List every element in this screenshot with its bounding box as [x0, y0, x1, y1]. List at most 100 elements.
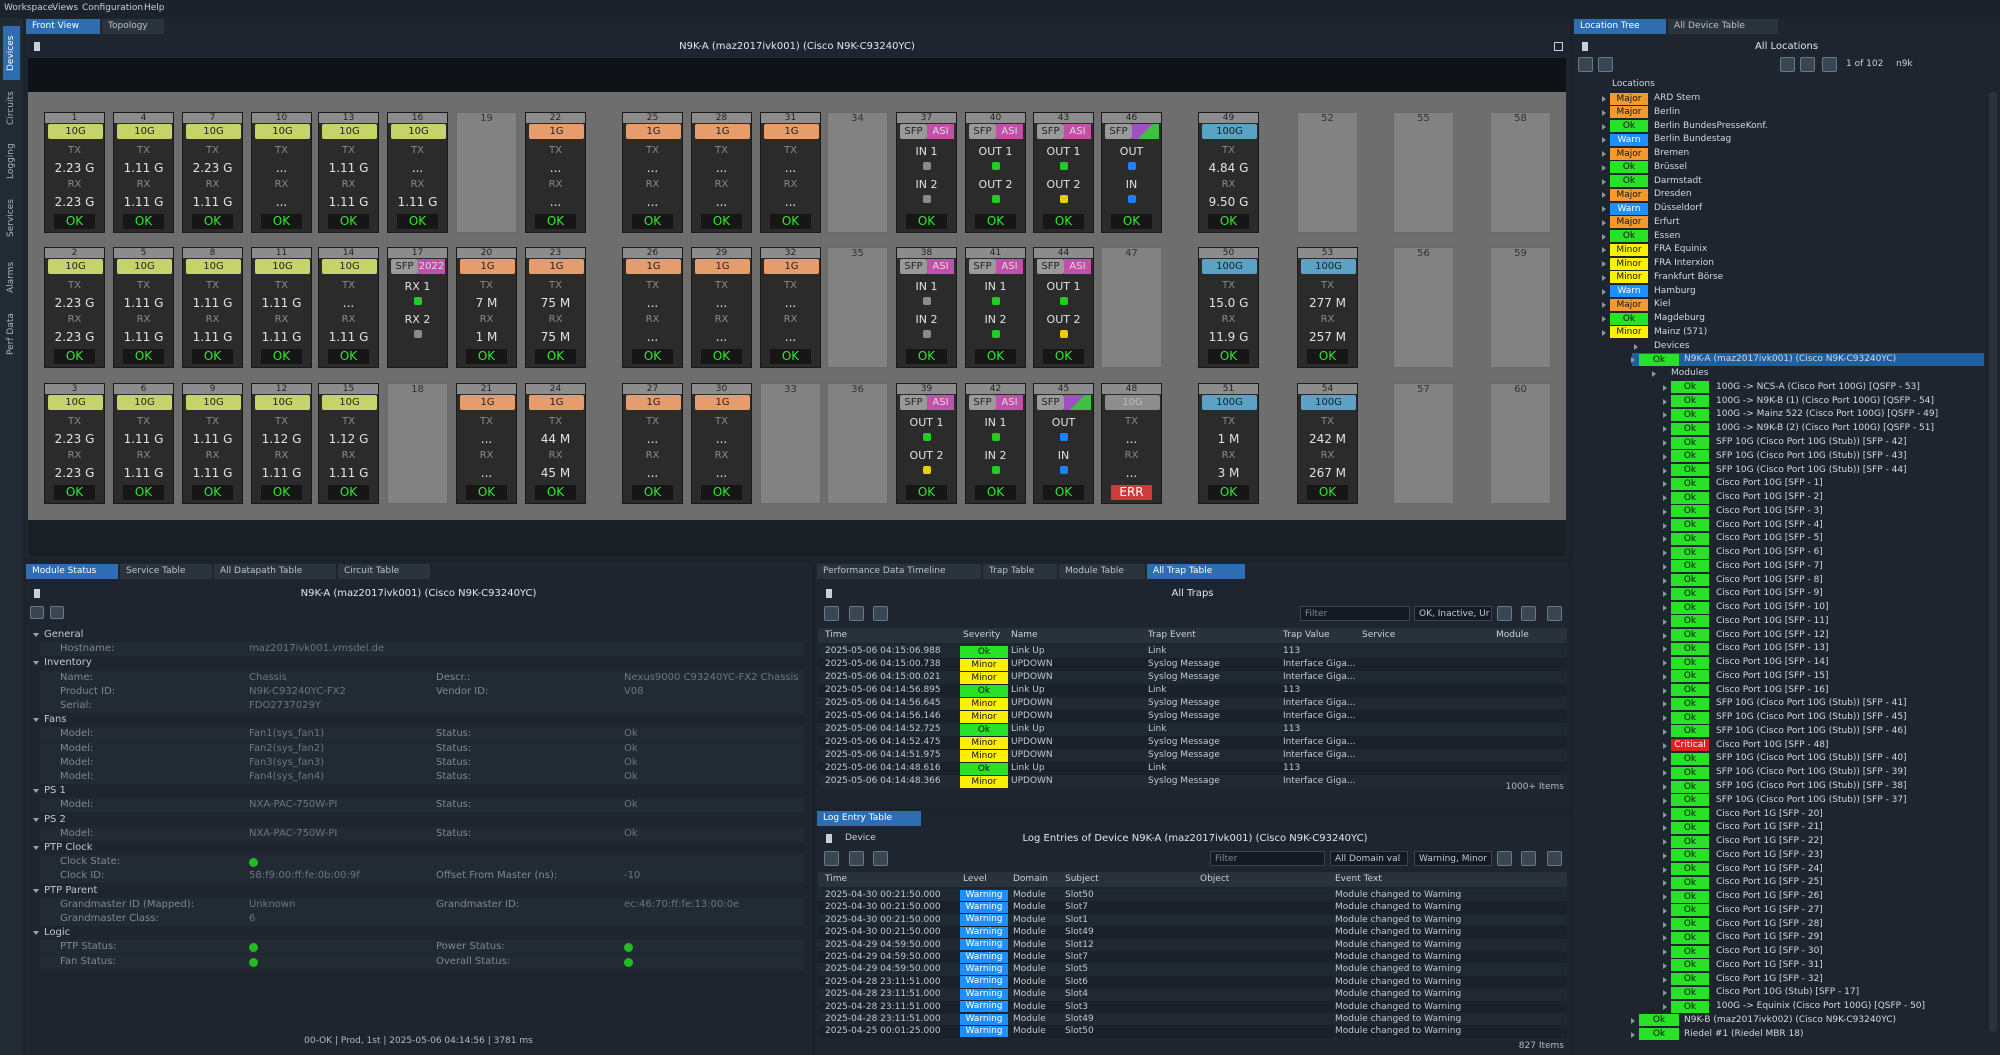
tab[interactable]: Trap Table — [983, 564, 1057, 579]
tree-label[interactable]: Cisco Port 1G [SFP - 22] — [1716, 836, 1823, 847]
column-header[interactable]: Object — [1200, 874, 1230, 884]
status-badge[interactable]: Major — [1610, 147, 1648, 160]
tree-label[interactable]: Cisco Port 10G [SFP - 48] — [1716, 739, 1829, 750]
tree-label[interactable]: N9K-A (maz2017ivk001) (Cisco N9K-C93240Y… — [1684, 354, 1897, 365]
status-badge[interactable]: Ok — [1671, 973, 1709, 986]
tree-label[interactable]: Cisco Port 10G [SFP - 14] — [1716, 657, 1829, 668]
toolbar-button[interactable] — [1598, 57, 1613, 72]
filter-input[interactable]: Filter — [1210, 851, 1325, 866]
status-badge[interactable]: Ok — [1671, 629, 1709, 642]
tree-label[interactable]: Cisco Port 1G [SFP - 27] — [1716, 904, 1823, 915]
tree-label[interactable]: Magdeburg — [1654, 313, 1705, 324]
tree-label[interactable]: SFP 10G (Cisco Port 10G (Stub)) [SFP - 3… — [1716, 767, 1907, 778]
severity-dropdown[interactable]: OK, Inactive, Ur — [1414, 606, 1492, 621]
tree-label[interactable]: Cisco Port 1G [SFP - 24] — [1716, 863, 1823, 874]
tab[interactable]: Module Table — [1059, 564, 1145, 579]
toolbar-button[interactable] — [1780, 57, 1795, 72]
column-header[interactable]: Time — [825, 874, 848, 884]
status-badge[interactable]: Warn — [1610, 133, 1648, 146]
status-badge[interactable]: Major — [1610, 106, 1648, 119]
tree-label[interactable]: 100G -> Mainz 522 (Cisco Port 100G) [QSF… — [1716, 409, 1939, 420]
status-badge[interactable]: Ok — [1639, 353, 1679, 366]
tree-label[interactable]: SFP 10G (Cisco Port 10G (Stub)) [SFP - 4… — [1716, 698, 1907, 709]
status-badge[interactable]: Ok — [1671, 849, 1709, 862]
tree-label[interactable]: Cisco Port 10G (Stub) [SFP - 17] — [1716, 987, 1860, 998]
tree-label[interactable]: Cisco Port 10G [SFP - 10] — [1716, 602, 1829, 613]
tree-label[interactable]: Cisco Port 10G [SFP - 16] — [1716, 684, 1829, 695]
sidebar-tab[interactable]: Perf Data — [6, 313, 16, 355]
filter-input[interactable]: Filter — [1300, 606, 1410, 621]
tab[interactable]: All Datapath Table — [214, 564, 336, 579]
tab[interactable]: Performance Data Timeline — [817, 564, 981, 579]
status-badge[interactable]: Ok — [1671, 890, 1709, 903]
status-badge[interactable]: Ok — [1671, 656, 1709, 669]
column-header[interactable]: Time — [825, 630, 848, 640]
status-badge[interactable]: Ok — [1671, 752, 1709, 765]
tree-label[interactable]: Modules — [1671, 368, 1709, 379]
sidebar-tab[interactable]: Alarms — [6, 261, 16, 293]
toolbar-button[interactable] — [1521, 606, 1536, 621]
status-badge[interactable]: Major — [1610, 92, 1648, 105]
tree-label[interactable]: Berlin Bundestag — [1654, 134, 1732, 145]
column-header[interactable]: Level — [963, 874, 987, 884]
tab[interactable]: Topology — [102, 19, 164, 34]
status-badge[interactable]: Warn — [1610, 285, 1648, 298]
sidebar-tab[interactable]: Circuits — [6, 91, 16, 125]
status-badge[interactable]: Ok — [1671, 450, 1709, 463]
status-badge[interactable]: Ok — [1671, 821, 1709, 834]
tab[interactable]: All Device Table — [1668, 19, 1778, 34]
tree-label[interactable]: Cisco Port 1G [SFP - 29] — [1716, 932, 1823, 943]
column-header[interactable]: Severity — [963, 630, 1001, 640]
sidebar-tab[interactable]: Logging — [6, 143, 16, 179]
status-badge[interactable]: Ok — [1671, 615, 1709, 628]
status-badge[interactable]: Ok — [1671, 794, 1709, 807]
toolbar-button[interactable] — [1578, 57, 1593, 72]
tree-label[interactable]: Cisco Port 10G [SFP - 15] — [1716, 670, 1829, 681]
tree-label[interactable]: 100G -> N9K-B (2) (Cisco Port 100G) [QSF… — [1716, 423, 1935, 434]
tree-label[interactable]: Cisco Port 10G [SFP - 2] — [1716, 492, 1823, 503]
status-badge[interactable]: Warn — [1610, 202, 1648, 215]
column-header[interactable]: Domain — [1013, 874, 1048, 884]
tree-label[interactable]: Cisco Port 1G [SFP - 28] — [1716, 918, 1823, 929]
tree-label[interactable]: Cisco Port 10G [SFP - 13] — [1716, 643, 1829, 654]
status-badge[interactable]: Ok — [1671, 574, 1709, 587]
toolbar-button[interactable] — [1547, 606, 1562, 621]
tree-label[interactable]: SFP 10G (Cisco Port 10G (Stub)) [SFP - 3… — [1716, 781, 1907, 791]
toolbar-button[interactable] — [1521, 851, 1536, 866]
status-badge[interactable]: Critical — [1671, 739, 1709, 752]
device-toggle[interactable]: Device — [845, 833, 876, 843]
status-badge[interactable]: Ok — [1671, 725, 1709, 738]
tree-label[interactable]: Cisco Port 1G [SFP - 31] — [1716, 959, 1823, 970]
status-badge[interactable]: Major — [1610, 188, 1648, 201]
status-badge[interactable]: Ok — [1671, 863, 1709, 876]
view-icon[interactable] — [30, 606, 44, 619]
status-badge[interactable]: Ok — [1671, 808, 1709, 821]
level-dropdown[interactable]: Warning, Minor — [1414, 851, 1492, 866]
tree-label[interactable]: Frankfurt Börse — [1654, 271, 1724, 282]
toolbar-button[interactable] — [873, 851, 888, 866]
tree-label[interactable]: FRA Interxion — [1654, 258, 1715, 269]
status-badge[interactable]: Ok — [1671, 876, 1709, 889]
tree-label[interactable]: SFP 10G (Cisco Port 10G (Stub)) [SFP - 4… — [1716, 437, 1907, 447]
menu-item[interactable]: Help — [144, 3, 165, 13]
tree-label[interactable]: Darmstadt — [1654, 175, 1702, 186]
column-header[interactable]: Trap Event — [1148, 630, 1196, 640]
status-badge[interactable]: Ok — [1671, 477, 1709, 490]
tab[interactable]: Log Entry Table — [817, 811, 921, 826]
tree-label[interactable]: ARD Stern — [1654, 93, 1701, 103]
status-badge[interactable]: Ok — [1671, 711, 1709, 724]
status-badge[interactable]: Ok — [1671, 931, 1709, 944]
status-badge[interactable]: Ok — [1671, 697, 1709, 710]
toolbar-button[interactable] — [873, 606, 888, 621]
toolbar-button[interactable] — [849, 606, 864, 621]
tree-label[interactable]: Dresden — [1654, 189, 1692, 200]
tree-label[interactable]: Cisco Port 1G [SFP - 23] — [1716, 849, 1823, 860]
status-badge[interactable]: Ok — [1671, 642, 1709, 655]
status-badge[interactable]: Minor — [1610, 326, 1648, 339]
column-header[interactable]: Trap Value — [1283, 630, 1330, 640]
status-badge[interactable]: Ok — [1671, 422, 1709, 435]
column-header[interactable]: Event Text — [1335, 874, 1382, 884]
status-badge[interactable]: Ok — [1610, 230, 1648, 243]
tree-label[interactable]: SFP 10G (Cisco Port 10G (Stub)) [SFP - 3… — [1716, 794, 1907, 805]
tab[interactable]: Front View — [26, 19, 100, 34]
